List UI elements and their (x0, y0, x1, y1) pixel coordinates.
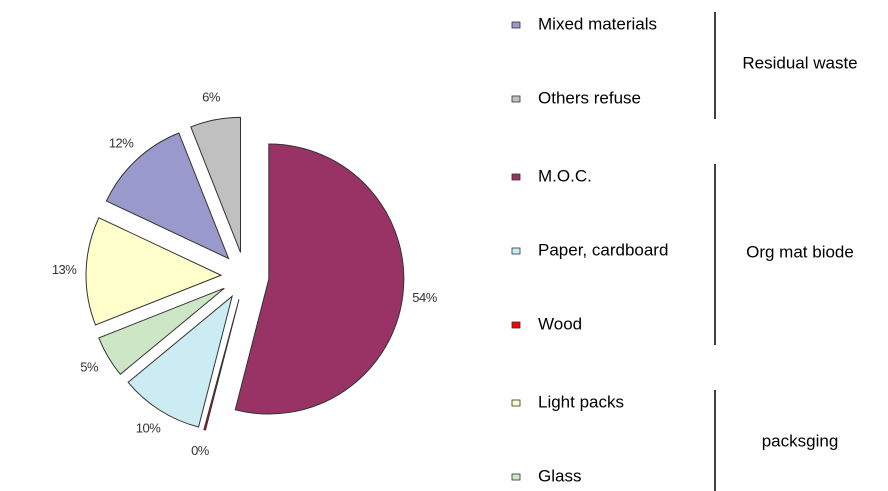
data-label: 0% (191, 443, 210, 458)
legend-swatch (511, 399, 521, 407)
pie-slice (234, 143, 405, 415)
legend-label: M.O.C. (538, 166, 592, 185)
legend-label: Mixed materials (538, 14, 657, 33)
pie-slice (85, 217, 223, 326)
legend-swatch (511, 321, 521, 329)
legend-label: Paper, cardboard (538, 240, 668, 259)
legend-swatch (511, 247, 521, 255)
data-label: 10% (136, 420, 161, 435)
group-label: Residual waste (742, 53, 857, 72)
data-label: 6% (202, 90, 221, 105)
legend-label: Wood (538, 314, 582, 333)
data-label: 5% (80, 360, 99, 375)
legend-label: Light packs (538, 392, 624, 411)
legend-swatch (511, 473, 521, 481)
group-label: Org mat biode (746, 242, 854, 261)
pie-slice (127, 294, 234, 428)
legend-swatch (511, 21, 521, 29)
legend-label: Glass (538, 466, 581, 485)
pie-slice (105, 132, 230, 260)
data-label: 12% (109, 135, 134, 150)
legend-label: Others refuse (538, 88, 641, 107)
legend-swatch (511, 173, 521, 181)
pie-slice (98, 287, 225, 375)
pie-slice (190, 116, 242, 253)
pie-slice (203, 299, 240, 431)
data-label: 13% (52, 262, 77, 277)
group-label: packsging (762, 431, 839, 450)
legend-swatch (511, 95, 521, 103)
data-label: 54% (412, 290, 437, 305)
